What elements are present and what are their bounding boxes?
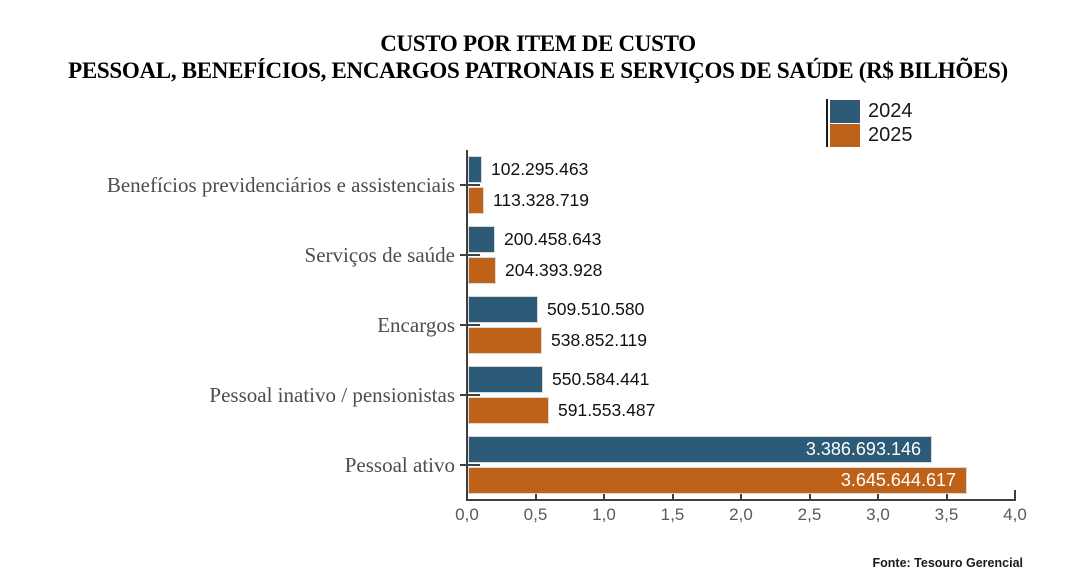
x-axis-tick <box>877 490 879 499</box>
x-axis-tick-label: 0,5 <box>523 505 548 524</box>
legend-label-2025: 2025 <box>868 123 913 146</box>
legend-swatch-2024 <box>830 99 860 123</box>
category-label: Pessoal inativo / pensionistas <box>209 383 455 407</box>
category-tick <box>460 184 480 186</box>
category-tick <box>460 394 480 396</box>
bar-2024-cat2 <box>468 296 538 323</box>
x-axis-tick-label: 1,5 <box>660 505 685 524</box>
category-label: Serviços de saúde <box>304 243 455 267</box>
category-label: Encargos <box>377 313 455 337</box>
x-axis-tick-label: 3,0 <box>866 505 890 524</box>
value-label-2024-cat0: 102.295.463 <box>491 159 589 179</box>
x-axis-tick-label: 2,0 <box>729 505 753 524</box>
x-axis-tick <box>671 490 674 499</box>
x-axis-tick <box>1014 490 1016 499</box>
legend: 2024 2025 <box>826 99 913 147</box>
category-tick <box>460 324 480 326</box>
legend-swatch-2025 <box>830 123 860 147</box>
bar-2024-cat0 <box>468 156 482 183</box>
value-label-2024-cat1: 200.458.643 <box>504 229 602 249</box>
x-axis-tick <box>534 490 537 499</box>
value-label-2025-cat2: 538.852.119 <box>551 330 648 350</box>
category-tick <box>460 464 480 466</box>
legend-item-2025: 2025 <box>830 123 913 147</box>
x-axis-tick-label: 3,5 <box>934 505 959 524</box>
x-axis-tick-label: 0,0 <box>455 505 479 524</box>
x-axis-tick <box>945 490 948 499</box>
bar-2025-cat4: 3.645.644.617 <box>468 467 967 494</box>
value-label-2025-cat3: 591.553.487 <box>558 400 656 420</box>
value-label-2024-cat3: 550.584.441 <box>552 369 650 389</box>
value-label-2025-cat4: 3.645.644.617 <box>840 470 956 490</box>
bar-2025-cat2 <box>468 327 542 354</box>
x-axis-tick <box>603 490 605 499</box>
category-label: Pessoal ativo <box>344 453 455 477</box>
x-axis-line <box>466 499 1016 501</box>
value-label-2024-cat4: 3.386.693.146 <box>805 439 921 459</box>
x-axis-tick-label: 2,5 <box>797 505 822 524</box>
x-axis-tick <box>808 490 811 499</box>
chart-title-line2: PESSOAL, BENEFÍCIOS, ENCARGOS PATRONAIS … <box>68 58 1008 83</box>
legend-rule <box>826 99 828 147</box>
x-axis-tick <box>740 490 742 499</box>
chart-title-line1: CUSTO POR ITEM DE CUSTO <box>380 31 696 56</box>
bar-2024-cat1 <box>468 226 495 253</box>
chart-title: CUSTO POR ITEM DE CUSTO PESSOAL, BENEFÍC… <box>0 30 1076 84</box>
category-tick <box>460 254 480 256</box>
source-note: Fonte: Tesouro Gerencial <box>872 556 1024 570</box>
bar-2024-cat4: 3.386.693.146 <box>468 436 932 463</box>
bar-2025-cat1 <box>468 257 496 284</box>
value-label-2024-cat2: 509.510.580 <box>547 299 645 319</box>
x-axis-tick-label: 4,0 <box>1003 505 1027 524</box>
legend-item-2024: 2024 <box>830 99 913 123</box>
legend-label-2024: 2024 <box>868 99 913 122</box>
bar-2024-cat3 <box>468 366 543 393</box>
value-label-2025-cat0: 113.328.719 <box>493 190 590 210</box>
bar-2025-cat3 <box>468 397 549 424</box>
value-label-2025-cat1: 204.393.928 <box>505 260 603 280</box>
x-axis-tick-label: 1,0 <box>592 505 616 524</box>
bar-2025-cat0 <box>468 187 484 214</box>
category-label: Benefícios previdenciários e assistencia… <box>106 173 455 197</box>
